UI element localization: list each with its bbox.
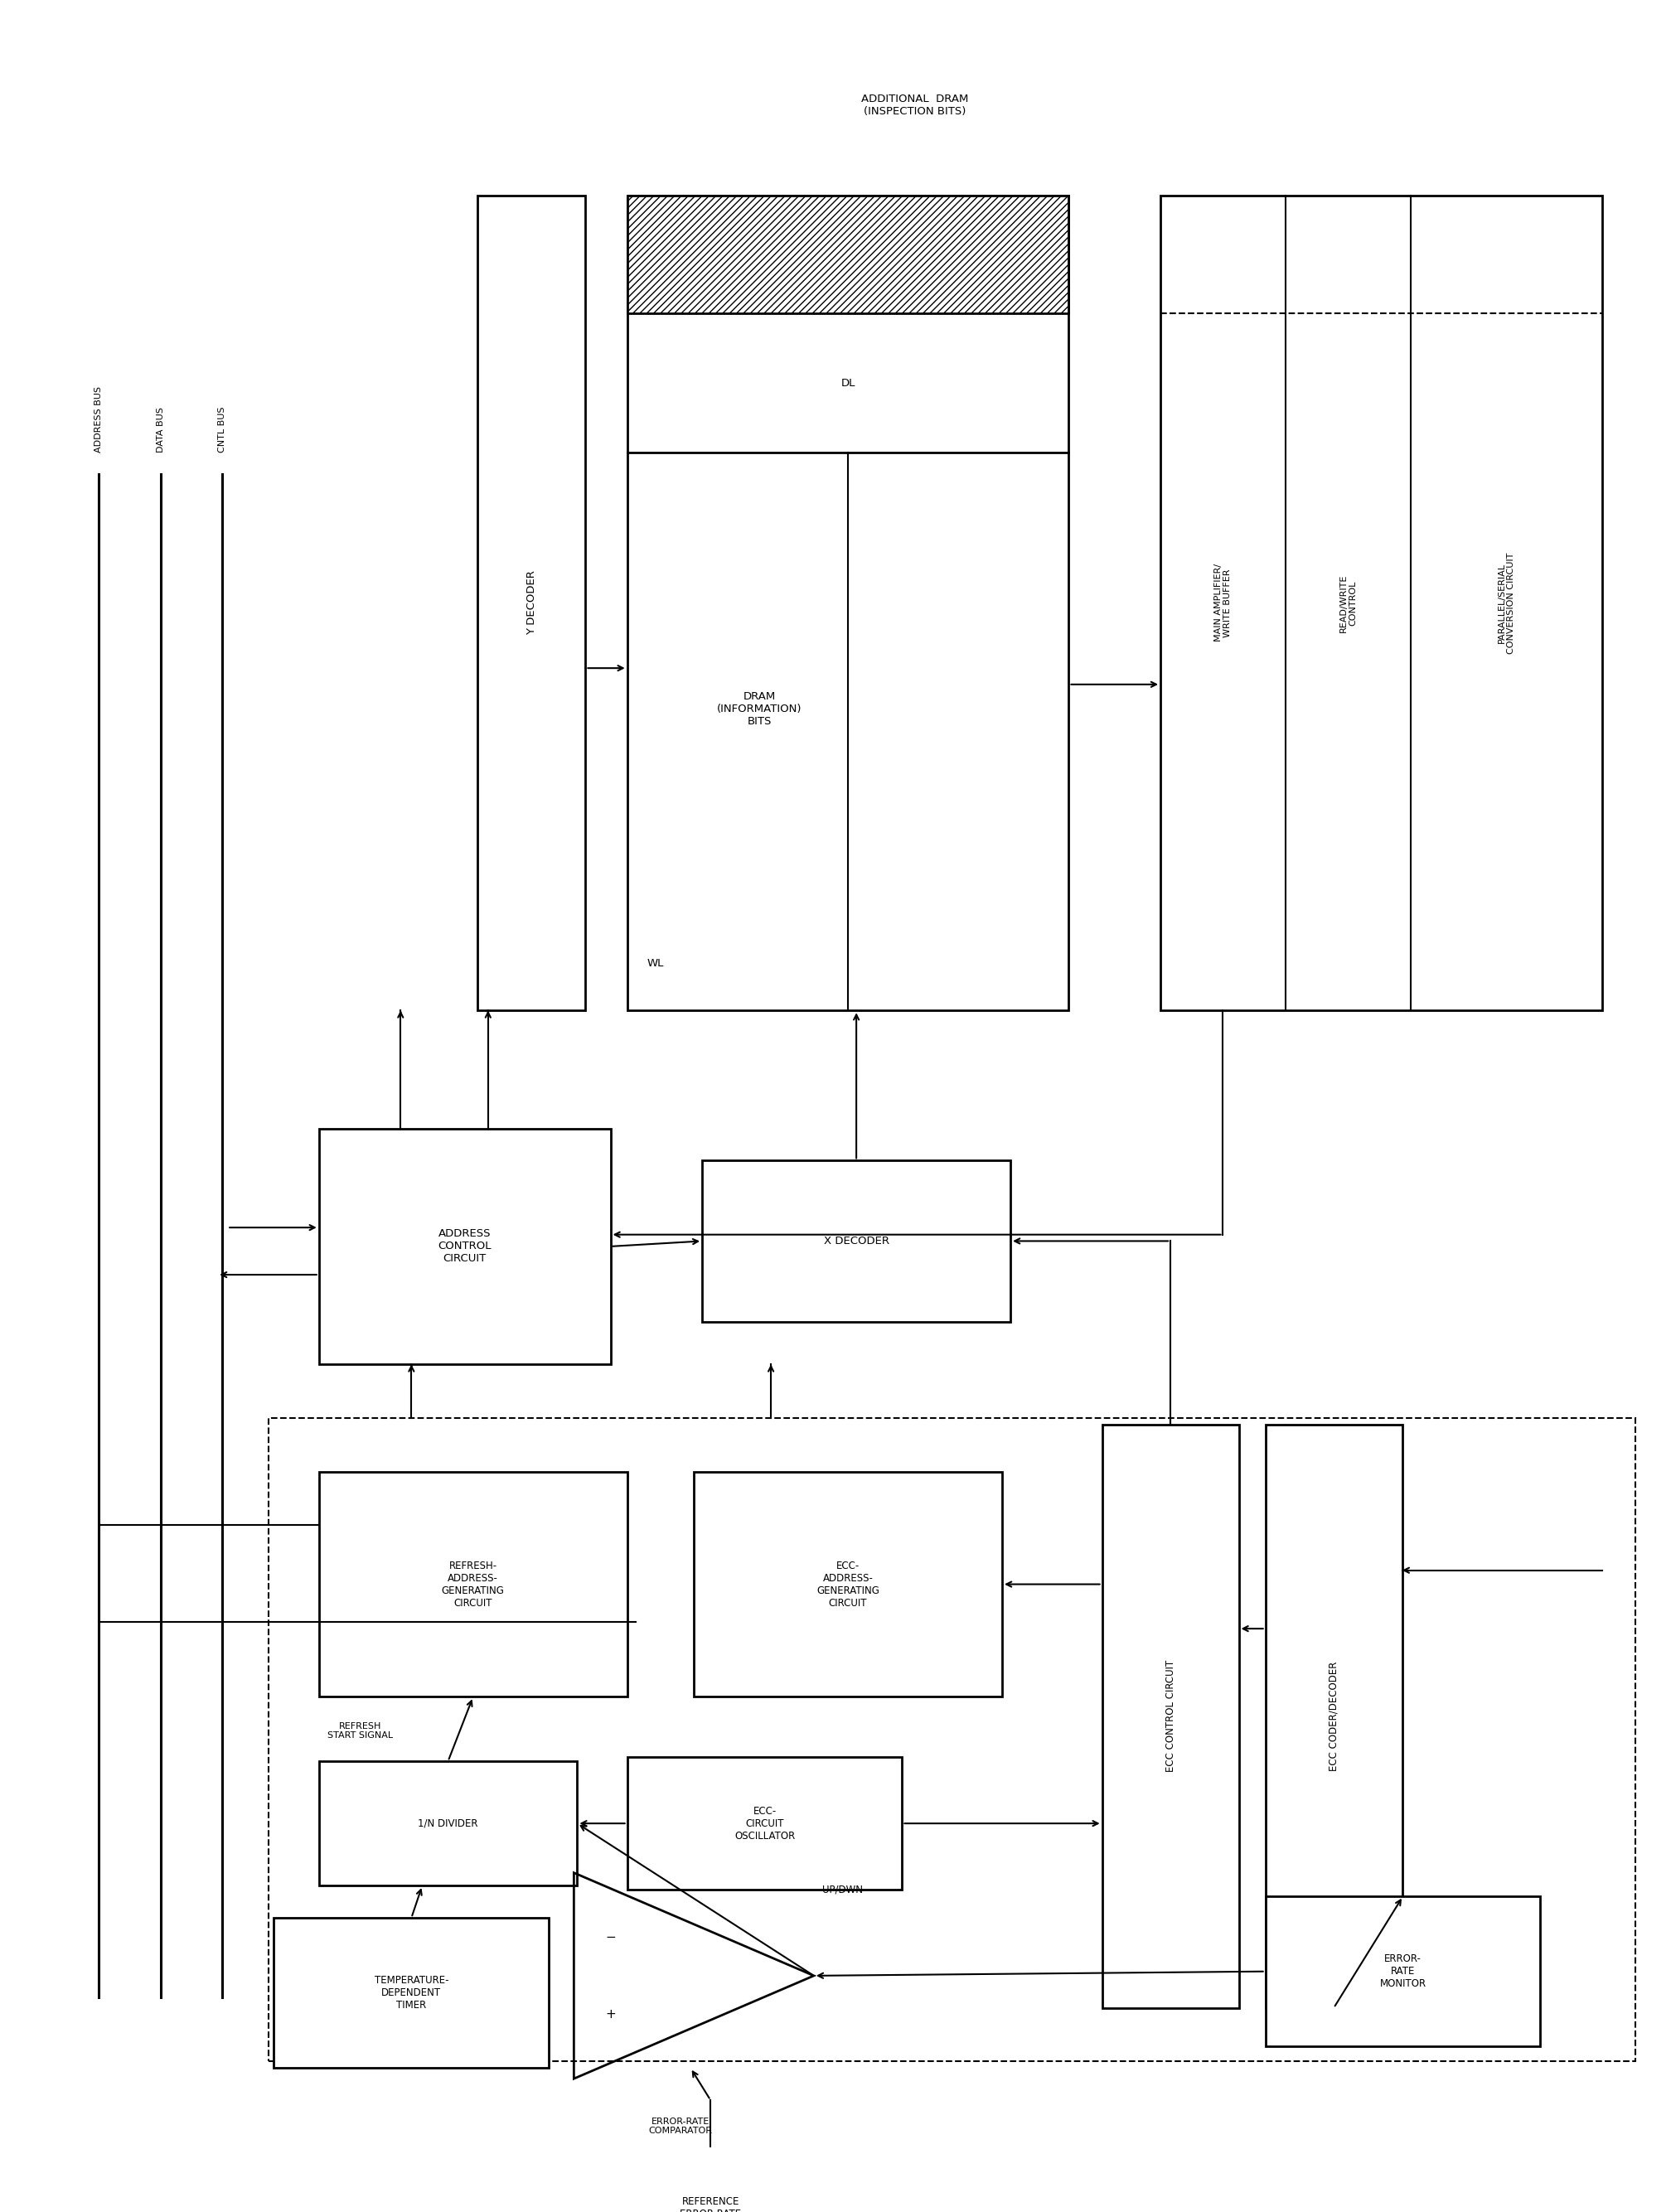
Text: REFERENCE
ERROR RATE: REFERENCE ERROR RATE	[680, 2197, 742, 2212]
Bar	[627, 195, 1069, 314]
Text: ECC CODER/DECODER: ECC CODER/DECODER	[1328, 1661, 1338, 1772]
Text: ADDRESS
CONTROL
CIRCUIT: ADDRESS CONTROL CIRCUIT	[438, 1228, 491, 1265]
Text: ADDITIONAL  DRAM
(INSPECTION BITS): ADDITIONAL DRAM (INSPECTION BITS)	[861, 93, 968, 117]
Bar	[1103, 1425, 1238, 2008]
Bar	[319, 1471, 627, 1697]
Text: DRAM
(INFORMATION)
BITS: DRAM (INFORMATION) BITS	[717, 690, 802, 728]
Text: +: +	[605, 2008, 617, 2020]
Text: ECC-
ADDRESS-
GENERATING
CIRCUIT: ECC- ADDRESS- GENERATING CIRCUIT	[817, 1559, 879, 1608]
Text: −: −	[605, 1931, 617, 1944]
Text: READ/WRITE
CONTROL: READ/WRITE CONTROL	[1338, 573, 1357, 633]
Text: DATA BUS: DATA BUS	[157, 407, 165, 453]
Text: ADDRESS BUS: ADDRESS BUS	[95, 387, 104, 453]
Bar	[269, 1418, 1636, 2062]
Bar	[319, 1128, 610, 1365]
Text: DL: DL	[841, 378, 856, 389]
Text: WL: WL	[647, 958, 663, 969]
Text: UP/DWN: UP/DWN	[822, 1885, 862, 1896]
Text: ECC-
CIRCUIT
OSCILLATOR: ECC- CIRCUIT OSCILLATOR	[734, 1805, 795, 1840]
Text: MAIN AMPLIFIER/
WRITE BUFFER: MAIN AMPLIFIER/ WRITE BUFFER	[1215, 564, 1232, 641]
Bar	[274, 1918, 548, 2068]
Bar	[1265, 1425, 1402, 2008]
Text: REFRESH
START SIGNAL: REFRESH START SIGNAL	[328, 1721, 393, 1741]
Text: ECC CONTROL CIRCUIT: ECC CONTROL CIRCUIT	[1165, 1661, 1176, 1772]
Text: ERROR-
RATE
MONITOR: ERROR- RATE MONITOR	[1380, 1953, 1425, 1989]
Bar	[478, 195, 585, 1011]
Bar	[627, 1756, 902, 1889]
Text: X DECODER: X DECODER	[824, 1237, 889, 1245]
Bar	[1160, 195, 1602, 1011]
Bar	[702, 1161, 1011, 1321]
Text: 1/N DIVIDER: 1/N DIVIDER	[418, 1818, 478, 1829]
Bar	[1265, 1896, 1541, 2046]
Text: TEMPERATURE-
DEPENDENT
TIMER: TEMPERATURE- DEPENDENT TIMER	[374, 1975, 448, 2011]
Bar	[693, 1471, 1003, 1697]
Text: CNTL BUS: CNTL BUS	[219, 407, 226, 453]
Text: Y DECODER: Y DECODER	[526, 571, 536, 635]
Bar	[319, 1761, 576, 1885]
Text: ERROR-RATE
COMPARATOR: ERROR-RATE COMPARATOR	[648, 2117, 712, 2135]
Bar	[627, 195, 1069, 1011]
Text: REFRESH-
ADDRESS-
GENERATING
CIRCUIT: REFRESH- ADDRESS- GENERATING CIRCUIT	[441, 1559, 505, 1608]
Text: PARALLEL/SERIAL
CONVERSION CIRCUIT: PARALLEL/SERIAL CONVERSION CIRCUIT	[1497, 553, 1516, 653]
